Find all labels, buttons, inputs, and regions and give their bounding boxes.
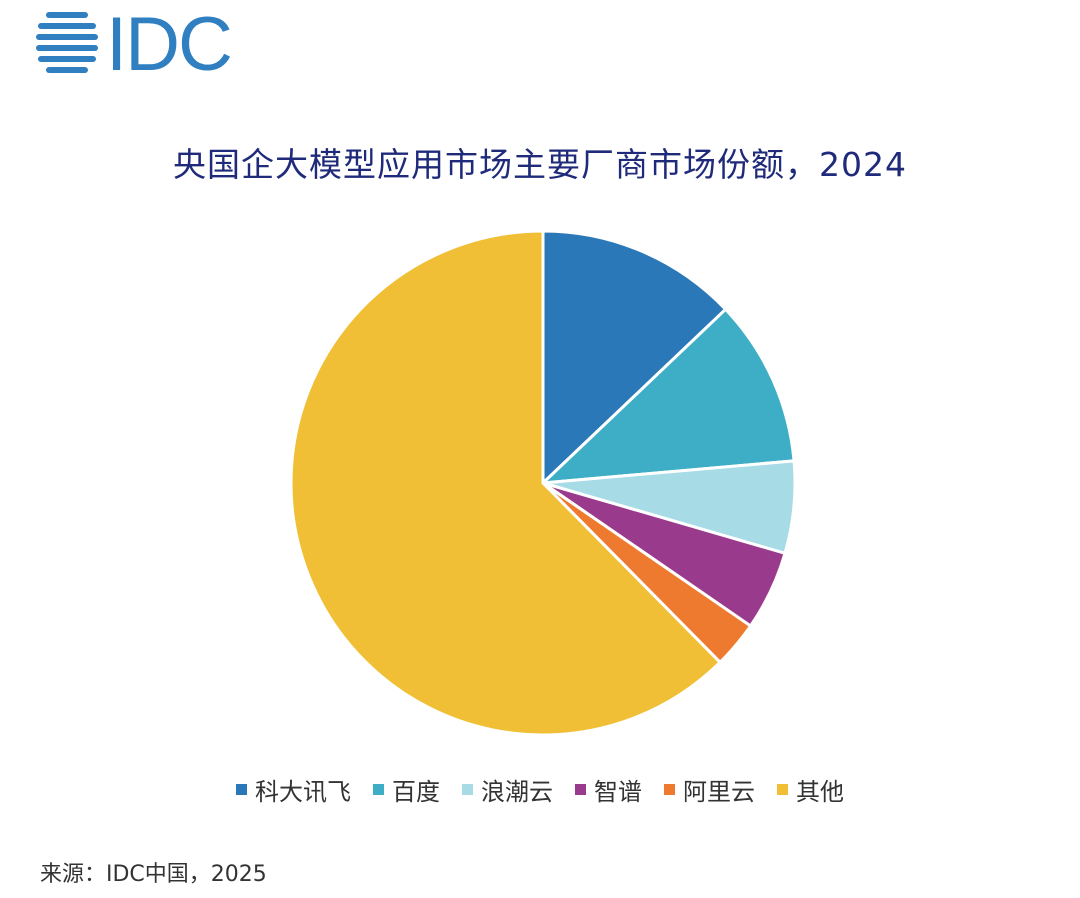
legend-swatch	[664, 784, 675, 795]
legend-label: 阿里云	[683, 778, 755, 806]
legend-swatch	[777, 784, 788, 795]
globe-icon	[36, 12, 98, 73]
legend-swatch	[373, 784, 384, 795]
idc-logo: IDC	[36, 6, 233, 76]
legend-swatch	[575, 784, 586, 795]
legend-item-4: 阿里云	[664, 772, 755, 807]
source-note: 来源：IDC中国，2025	[40, 862, 267, 887]
pie-slice-0	[541, 229, 728, 485]
legend-label: 科大讯飞	[255, 778, 351, 806]
legend-item-0: 科大讯飞	[236, 772, 351, 807]
chart-title: 央国企大模型应用市场主要厂商市场份额，2024	[173, 145, 907, 184]
legend-item-2: 浪潮云	[462, 772, 553, 807]
legend-label: 智谱	[594, 778, 642, 806]
chart-legend: 科大讯飞 百度 浪潮云 智谱 阿里云 其他	[0, 772, 1080, 807]
pie-slice-5	[289, 229, 722, 737]
legend-swatch	[462, 784, 473, 795]
logo-text: IDC	[106, 6, 231, 76]
legend-swatch	[236, 784, 247, 795]
legend-item-1: 百度	[373, 772, 440, 807]
legend-label: 浪潮云	[481, 778, 553, 806]
legend-label: 百度	[392, 778, 440, 806]
legend-item-3: 智谱	[575, 772, 642, 807]
legend-item-5: 其他	[777, 772, 844, 807]
pie-slice-1	[541, 307, 796, 485]
legend-label: 其他	[796, 778, 844, 806]
